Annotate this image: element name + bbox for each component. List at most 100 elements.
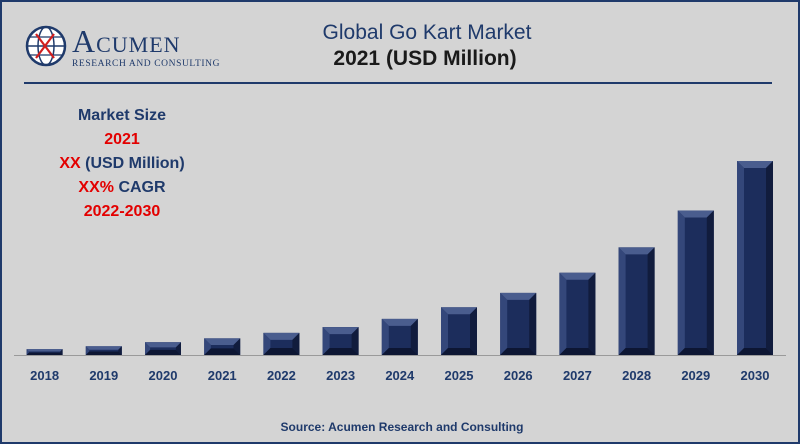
cagr-label: CAGR [114, 179, 166, 196]
bar-bevel-right [766, 161, 773, 355]
bar-bevel-bottom [737, 348, 773, 355]
bar-bevel-left [737, 161, 744, 355]
globe-icon [25, 25, 67, 67]
bar-bevel-right [588, 272, 596, 355]
bar-2029 [677, 210, 714, 355]
bar-bevel-left [145, 342, 151, 355]
bar-2021 [204, 338, 241, 355]
bar-bevel-bottom [204, 348, 241, 355]
x-tick-label: 2020 [149, 368, 178, 383]
bar-bevel-right [175, 342, 181, 355]
logo-brand: Acumen [72, 23, 181, 59]
bar-bevel-bottom [322, 348, 359, 355]
bar-bevel-left [26, 349, 29, 355]
bar-bevel-top [145, 342, 181, 348]
bar-bevel-left [441, 307, 448, 355]
market-size-year: 2021 [104, 131, 140, 148]
x-tick-label: 2018 [30, 368, 59, 383]
bar-bevel-bottom [677, 348, 714, 355]
bar-2027 [559, 272, 596, 355]
x-tick-label: 2030 [741, 368, 770, 383]
bar-bevel-top [381, 318, 418, 326]
bar-2025 [441, 307, 477, 355]
bar-bevel-top [618, 247, 655, 255]
bar-2022 [263, 332, 300, 355]
bar-bevel-left [85, 346, 90, 355]
bar-bevel-left [204, 338, 211, 355]
bar-bevel-bottom [441, 348, 477, 355]
chart-title: Global Go Kart Market 2021 (USD Million) [2, 20, 800, 72]
market-size-label: Market Size [77, 107, 167, 124]
bar-2030 [737, 161, 773, 355]
bar-bevel-left [322, 327, 330, 355]
x-tick-label: 2029 [681, 368, 710, 383]
bar-bevel-bottom [618, 348, 655, 355]
source-note: Source: Acumen Research and Consulting [280, 420, 524, 434]
bar-bevel-right [529, 292, 537, 355]
x-tick-label: 2023 [326, 368, 355, 383]
market-size-box: Market Size 2021 XX (USD Million) XX% CA… [42, 104, 202, 224]
bar-2023 [322, 327, 359, 355]
chart-title-line1: Global Go Kart Market [322, 21, 532, 44]
bar-bevel-left [677, 210, 685, 355]
x-tick-label: 2024 [385, 368, 415, 383]
bar-2018 [26, 349, 63, 355]
market-size-value-xx: XX [59, 155, 81, 172]
bar-bevel-top [677, 210, 714, 218]
bar-bevel-right [647, 247, 655, 355]
bar-bevel-right [470, 307, 477, 355]
bar-bevel-top [559, 272, 596, 280]
bar-bevel-right [410, 318, 418, 355]
bar-body [26, 349, 63, 355]
bar-bevel-top [322, 327, 359, 335]
bar-bevel-bottom [85, 351, 122, 355]
bar-bevel-top [500, 292, 537, 300]
cagr-line: XX% CAGR [42, 176, 202, 200]
bar-bevel-top [26, 349, 63, 352]
bar-bevel-left [500, 292, 508, 355]
bar-bevel-right [292, 332, 300, 355]
bar-bevel-bottom [500, 348, 537, 355]
x-tick-label: 2027 [563, 368, 592, 383]
bar-bevel-left [618, 247, 626, 355]
bar-bevel-bottom [26, 352, 63, 355]
bar-2026 [500, 292, 537, 355]
x-tick-label: 2025 [445, 368, 474, 383]
bar-bevel-bottom [263, 348, 300, 355]
bar-bevel-bottom [559, 348, 596, 355]
bar-2028 [618, 247, 655, 355]
bar-bevel-right [706, 210, 714, 355]
bar-bevel-left [381, 318, 389, 355]
bar-bevel-right [60, 349, 63, 355]
bar-bevel-bottom [381, 348, 418, 355]
bar-bevel-right [233, 338, 241, 355]
x-tick-label: 2028 [622, 368, 651, 383]
bar-bevel-top [204, 338, 241, 345]
bar-2019 [85, 346, 122, 355]
header-divider [24, 82, 772, 84]
bar-2020 [145, 342, 181, 355]
cagr-period: 2022-2030 [83, 203, 161, 220]
bar-bevel-top [441, 307, 477, 315]
x-tick-label: 2019 [89, 368, 118, 383]
market-size-value-unit: (USD Million) [80, 155, 185, 172]
bar-body [85, 346, 122, 355]
cagr-value: XX% [78, 179, 114, 196]
bar-bevel-right [118, 346, 122, 355]
logo-tagline: RESEARCH AND CONSULTING [72, 59, 221, 69]
bar-bevel-bottom [145, 349, 181, 355]
company-logo: Acumen RESEARCH AND CONSULTING [24, 22, 219, 72]
bar-bevel-right [351, 327, 359, 355]
bar-bevel-left [263, 332, 271, 355]
bar-bevel-left [559, 272, 567, 355]
market-size-value: XX (USD Million) [42, 152, 202, 176]
chart-title-line2: 2021 (USD Million) [333, 47, 517, 70]
x-tick-label: 2026 [504, 368, 533, 383]
x-tick-label: 2021 [208, 368, 237, 383]
x-tick-label: 2022 [267, 368, 296, 383]
bar-bevel-top [737, 161, 773, 168]
bar-2024 [381, 318, 418, 355]
bar-bevel-top [263, 332, 300, 340]
